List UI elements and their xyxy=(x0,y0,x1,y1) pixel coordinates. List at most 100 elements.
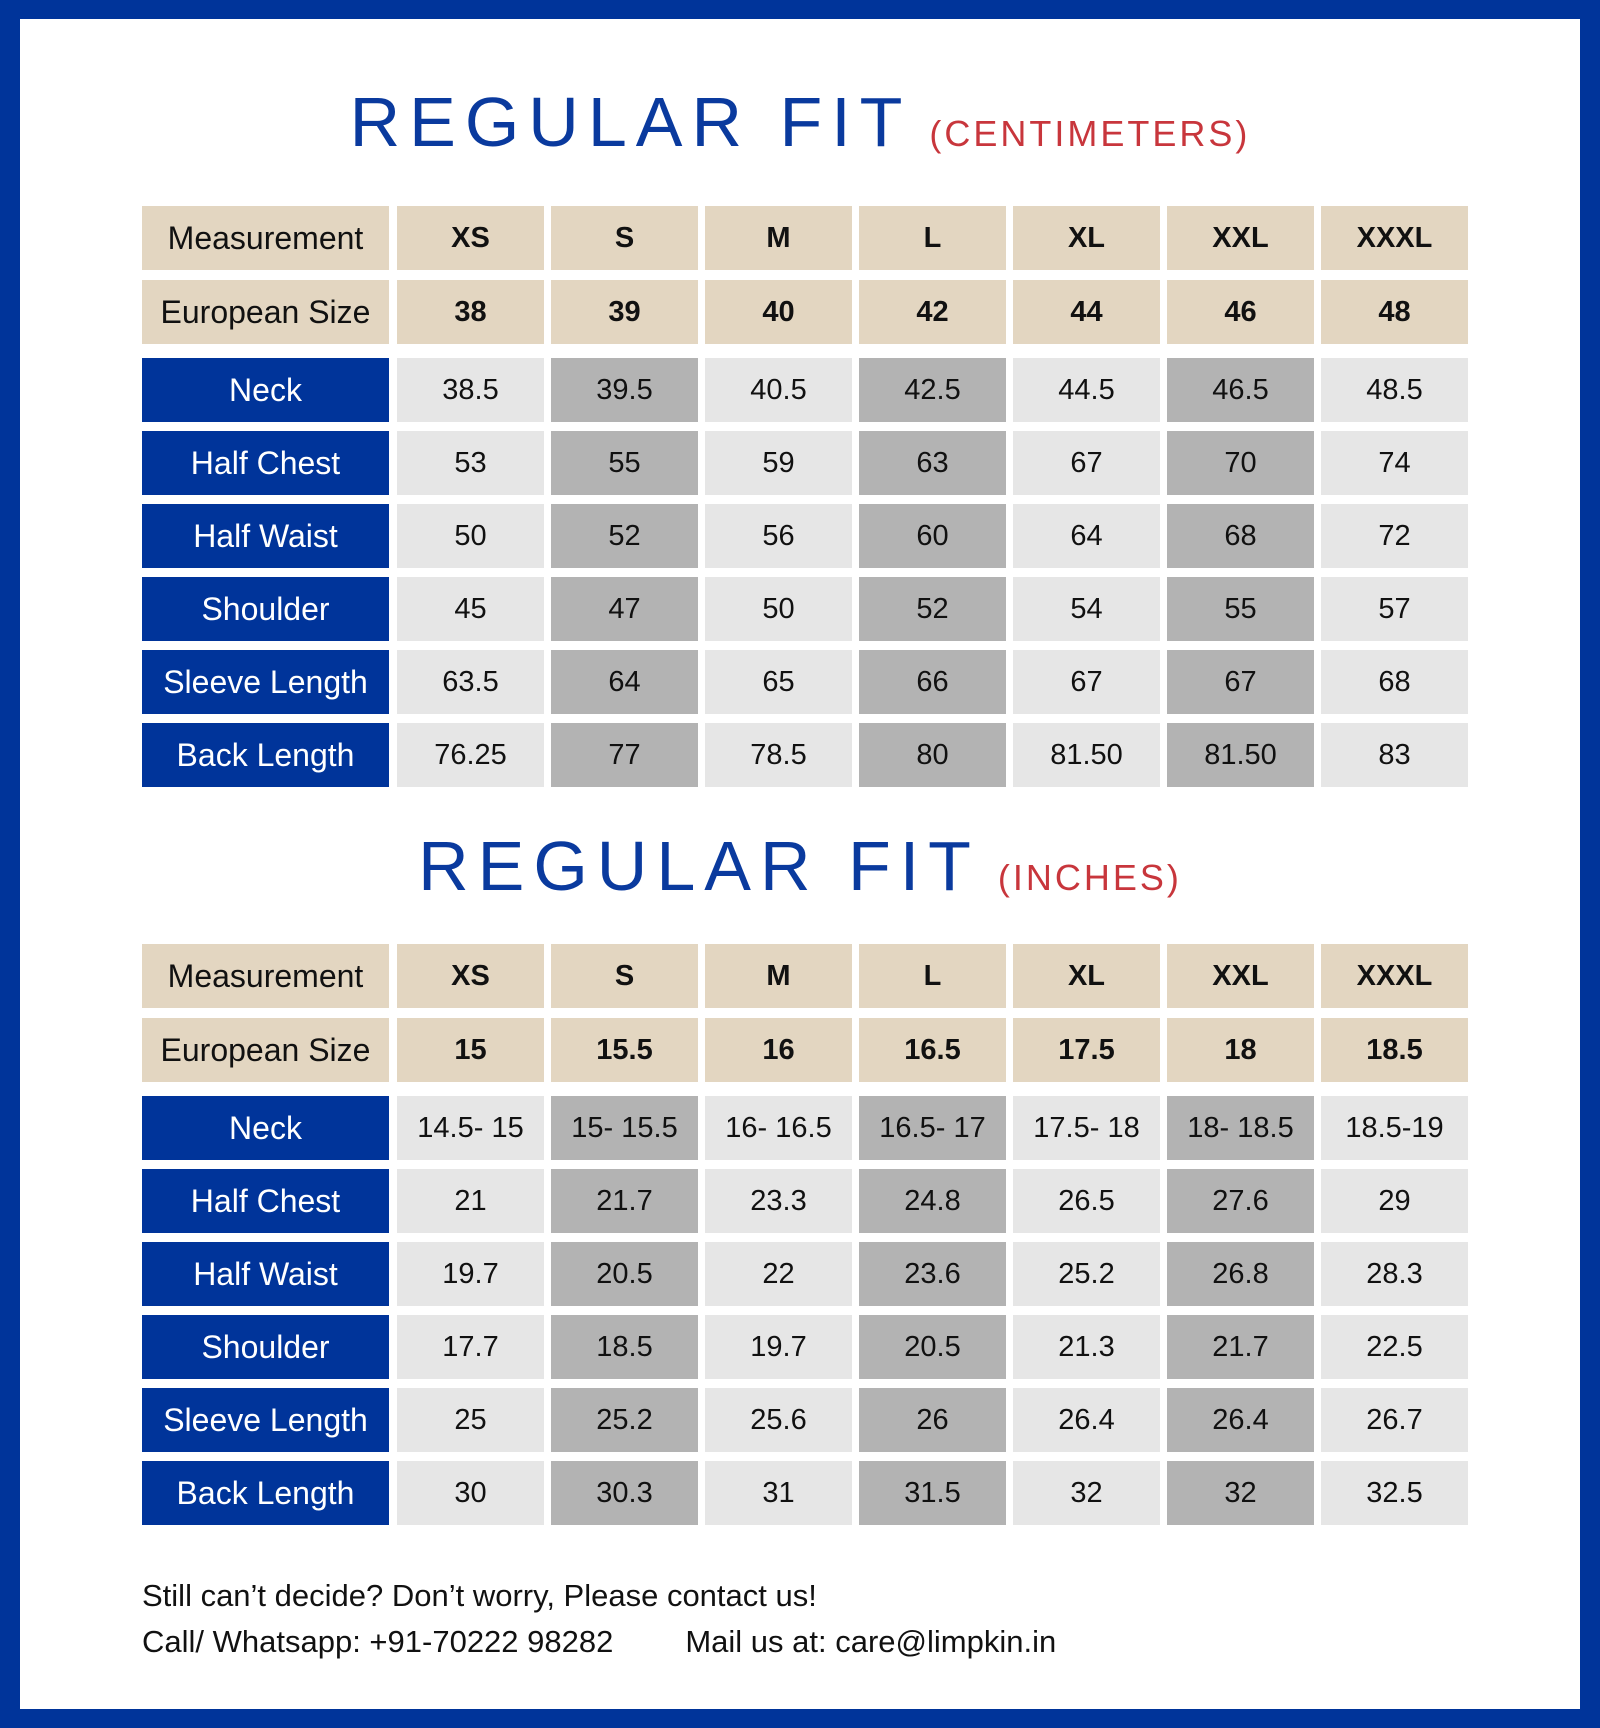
table-cell: 78.5 xyxy=(705,723,852,787)
table-cell: 19.7 xyxy=(705,1315,852,1379)
table-cell: 50 xyxy=(397,504,544,568)
table-row: Half Chest 53 55 59 63 67 70 74 xyxy=(142,431,1468,495)
table-cell: 26.4 xyxy=(1167,1388,1314,1452)
table-cell: 26.8 xyxy=(1167,1242,1314,1306)
row-label: Back Length xyxy=(142,1461,389,1525)
table-cell: 48.5 xyxy=(1321,358,1468,422)
table-cell: 30 xyxy=(397,1461,544,1525)
size-table-inches: Measurement XS S M L XL XXL XXXL European Size 15… xyxy=(142,944,1468,1534)
header-row: Measurement XS S M L XL XXL XXXL xyxy=(142,206,1468,270)
size-table-centimeters: Measurement XS S M L XL XXL XXXL European Size 38… xyxy=(142,206,1468,796)
table-cell: 21.3 xyxy=(1013,1315,1160,1379)
table-cell: 23.6 xyxy=(859,1242,1006,1306)
table-cell: 20.5 xyxy=(551,1242,698,1306)
table-row: Neck 38.5 39.5 40.5 42.5 44.5 46.5 48.5 xyxy=(142,358,1468,422)
phone-contact[interactable]: Call/ Whatsapp: +91-70222 98282 xyxy=(142,1624,614,1659)
table-cell: 32 xyxy=(1013,1461,1160,1525)
table-cell: XXXL xyxy=(1321,944,1468,1008)
table-cell: 21.7 xyxy=(551,1169,698,1233)
table-cell: XS xyxy=(397,944,544,1008)
table-cell: XXXL xyxy=(1321,206,1468,270)
table-cell: 32 xyxy=(1167,1461,1314,1525)
table-cell: 45 xyxy=(397,577,544,641)
table-cell: 17.7 xyxy=(397,1315,544,1379)
table-cell: 32.5 xyxy=(1321,1461,1468,1525)
email-contact[interactable]: Mail us at: care@limpkin.in xyxy=(685,1624,1057,1659)
table-row: Half Waist 50 52 56 60 64 68 72 xyxy=(142,504,1468,568)
table-cell: 63 xyxy=(859,431,1006,495)
table-cell: 70 xyxy=(1167,431,1314,495)
table-cell: 77 xyxy=(551,723,698,787)
table-cell: XS xyxy=(397,206,544,270)
table-cell: 39.5 xyxy=(551,358,698,422)
table-cell: S xyxy=(551,206,698,270)
table-cell: L xyxy=(859,944,1006,1008)
table-cell: 15 xyxy=(397,1018,544,1082)
table-cell: 64 xyxy=(551,650,698,714)
table-cell: XL xyxy=(1013,944,1160,1008)
table-cell: 52 xyxy=(859,577,1006,641)
table-row: Half Waist 19.7 20.5 22 23.6 25.2 26.8 28.3 xyxy=(142,1242,1468,1306)
table-cell: M xyxy=(705,206,852,270)
table-cell: 83 xyxy=(1321,723,1468,787)
table-row: Sleeve Length 63.5 64 65 66 67 67 68 xyxy=(142,650,1468,714)
table-cell: 40.5 xyxy=(705,358,852,422)
table-row: Half Chest 21 21.7 23.3 24.8 26.5 27.6 29 xyxy=(142,1169,1468,1233)
table-cell: 26 xyxy=(859,1388,1006,1452)
table-cell: 63.5 xyxy=(397,650,544,714)
table-cell: 81.50 xyxy=(1167,723,1314,787)
table-cell: XL xyxy=(1013,206,1160,270)
table-cell: 38.5 xyxy=(397,358,544,422)
table-cell: 29 xyxy=(1321,1169,1468,1233)
table-cell: 18 xyxy=(1167,1018,1314,1082)
table-cell: 68 xyxy=(1321,650,1468,714)
table-row: Shoulder 45 47 50 52 54 55 57 xyxy=(142,577,1468,641)
table-cell: 67 xyxy=(1167,650,1314,714)
table-cell: 25.6 xyxy=(705,1388,852,1452)
title-main: REGULAR FIT xyxy=(418,827,980,905)
table-cell: S xyxy=(551,944,698,1008)
table-cell: 52 xyxy=(551,504,698,568)
table-cell: 15- 15.5 xyxy=(551,1096,698,1160)
row-label: Sleeve Length xyxy=(142,650,389,714)
table-cell: 47 xyxy=(551,577,698,641)
row-label: European Size xyxy=(142,1018,389,1082)
row-label: Half Chest xyxy=(142,1169,389,1233)
table-cell: 26.5 xyxy=(1013,1169,1160,1233)
row-label: Shoulder xyxy=(142,1315,389,1379)
table-cell: 18.5 xyxy=(1321,1018,1468,1082)
table-cell: L xyxy=(859,206,1006,270)
table-cell: 64 xyxy=(1013,504,1160,568)
european-size-row: European Size 38 39 40 42 44 46 48 xyxy=(142,280,1468,344)
table-row: Neck 14.5- 15 15- 15.5 16- 16.5 16.5- 17 17.5… xyxy=(142,1096,1468,1160)
table-cell: 50 xyxy=(705,577,852,641)
table-cell: 40 xyxy=(705,280,852,344)
table-cell: 20.5 xyxy=(859,1315,1006,1379)
table-cell: 22 xyxy=(705,1242,852,1306)
table-cell: 23.3 xyxy=(705,1169,852,1233)
row-label: Half Waist xyxy=(142,1242,389,1306)
table-cell: 55 xyxy=(551,431,698,495)
row-label: Measurement xyxy=(142,944,389,1008)
table-cell: 44.5 xyxy=(1013,358,1160,422)
row-label: Half Waist xyxy=(142,504,389,568)
table-cell: 44 xyxy=(1013,280,1160,344)
row-label: Neck xyxy=(142,1096,389,1160)
table-cell: 42 xyxy=(859,280,1006,344)
table-cell: 76.25 xyxy=(397,723,544,787)
table-row: Back Length 76.25 77 78.5 80 81.50 81.50 83 xyxy=(142,723,1468,787)
table-cell: 19.7 xyxy=(397,1242,544,1306)
table-cell: 28.3 xyxy=(1321,1242,1468,1306)
table-cell: 27.6 xyxy=(1167,1169,1314,1233)
european-size-row: European Size 15 15.5 16 16.5 17.5 18 18.5 xyxy=(142,1018,1468,1082)
header-row: Measurement XS S M L XL XXL XXXL xyxy=(142,944,1468,1008)
table-cell: 26.7 xyxy=(1321,1388,1468,1452)
table-cell: 72 xyxy=(1321,504,1468,568)
table-cell: XXL xyxy=(1167,944,1314,1008)
table-cell: XXL xyxy=(1167,206,1314,270)
table-cell: 55 xyxy=(1167,577,1314,641)
table-cell: 25 xyxy=(397,1388,544,1452)
title-centimeters: REGULAR FIT (CENTIMETERS) xyxy=(0,82,1600,162)
table-cell: 18.5 xyxy=(551,1315,698,1379)
table-cell: 15.5 xyxy=(551,1018,698,1082)
